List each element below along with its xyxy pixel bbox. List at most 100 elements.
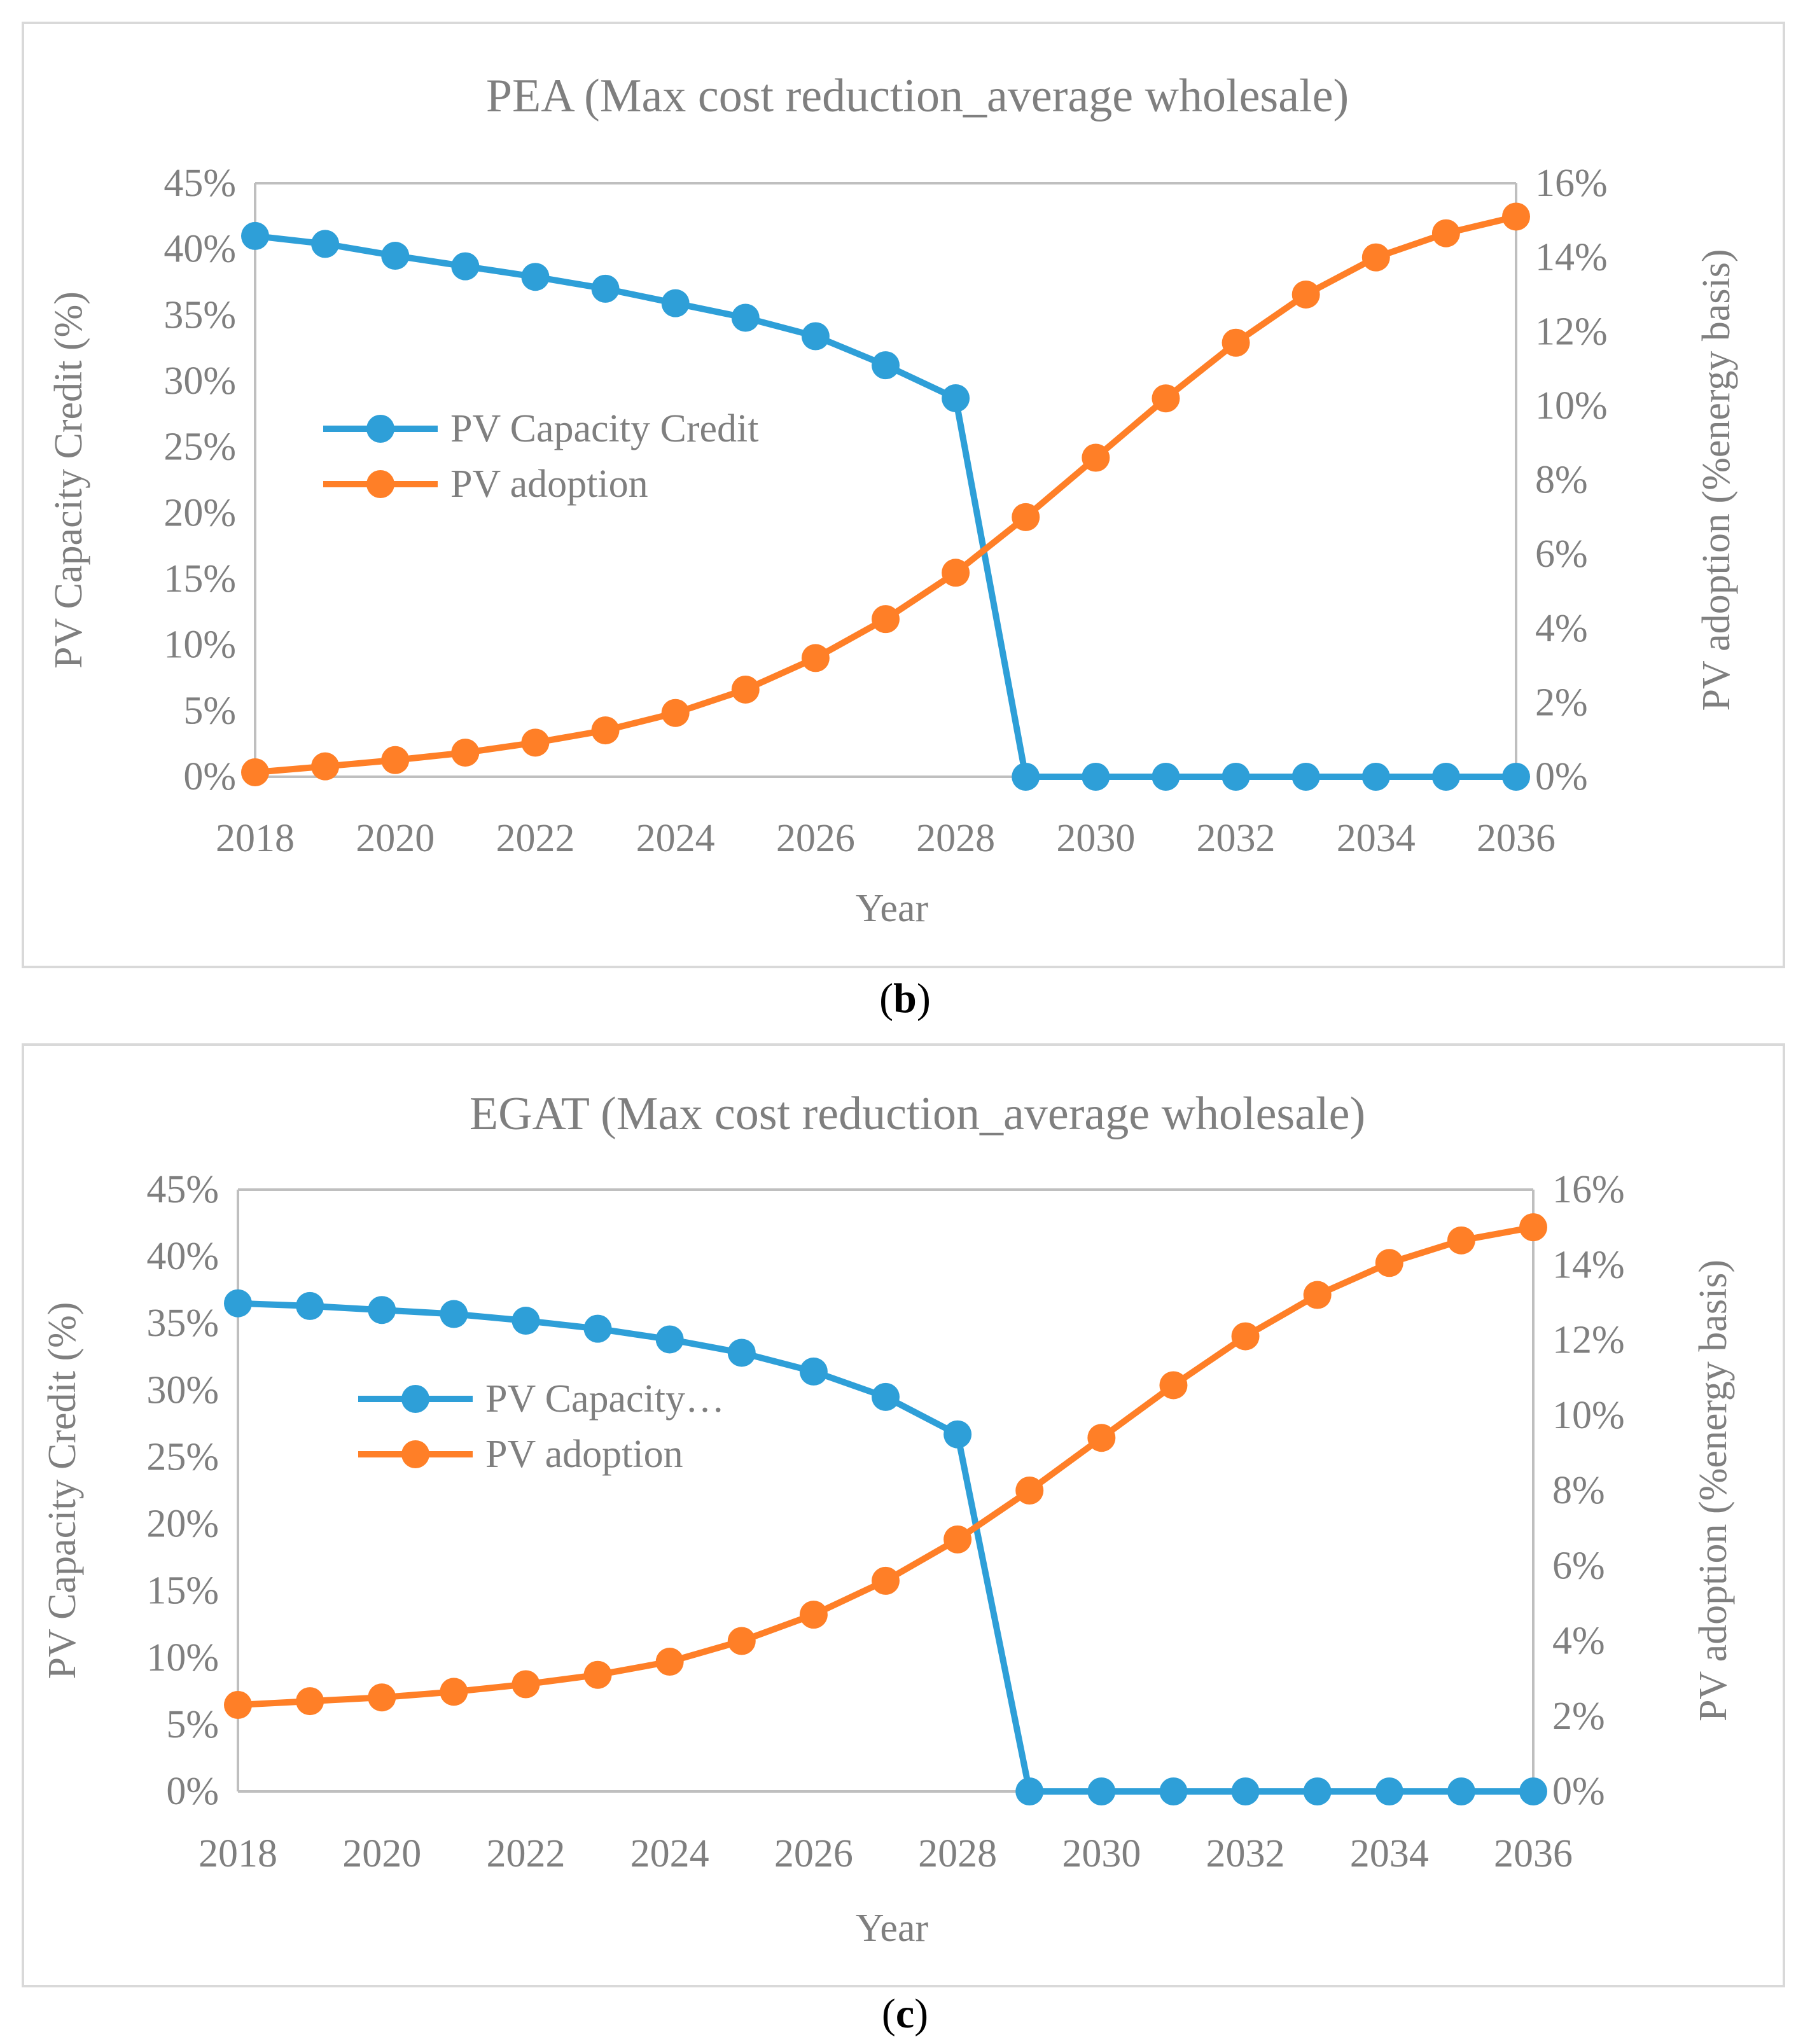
pv-adoption-point (1303, 1281, 1332, 1309)
y2-tick-label: 14% (1552, 1243, 1625, 1286)
y-tick-label: 5% (166, 1703, 219, 1746)
legend-pv-adoption-swatch-marker (401, 1440, 429, 1468)
y-tick-label: 20% (164, 491, 236, 534)
chart-title: PEA (Max cost reduction_average wholesal… (486, 70, 1349, 122)
pv-adoption-point (943, 1525, 972, 1554)
pv-adoption-point (655, 1648, 684, 1676)
pv-capacity-credit-point (1303, 1777, 1332, 1805)
y-tick-label: 0% (183, 755, 236, 798)
y-tick-label: 25% (146, 1435, 219, 1478)
x-tick-label: 2036 (1494, 1832, 1573, 1875)
x-tick-label: 2030 (1062, 1832, 1141, 1875)
pv-adoption-point (381, 746, 410, 774)
chart-c-svg: EGAT (Max cost reduction_average wholesa… (41, 1088, 1735, 1950)
pv-capacity-credit-point (1291, 763, 1320, 791)
pv-adoption-point (1087, 1424, 1116, 1452)
y2-tick-label: 16% (1535, 162, 1608, 205)
pv-capacity-credit-point (1231, 1777, 1260, 1805)
caption-c: (c) (881, 1991, 929, 2037)
pv-adoption-point (1082, 443, 1110, 472)
pv-capacity-credit-point (241, 221, 269, 250)
y2-tick-label: 16% (1552, 1168, 1625, 1211)
y2-axis-title: PV adoption (%energy basis) (1695, 249, 1738, 711)
pv-capacity-credit-point (655, 1325, 684, 1354)
pv-capacity-credit-point (311, 230, 340, 258)
pv-capacity-credit-point (521, 263, 550, 291)
y2-tick-label: 12% (1535, 310, 1608, 353)
x-tick-label: 2026 (774, 1832, 853, 1875)
x-tick-label: 2024 (636, 817, 715, 860)
y2-tick-label: 2% (1535, 681, 1588, 724)
pv-adoption-point (731, 675, 760, 704)
pv-adoption-point (440, 1678, 468, 1706)
pv-adoption-point (224, 1691, 252, 1720)
pv-adoption-point (1222, 328, 1250, 357)
y2-tick-label: 8% (1535, 459, 1588, 502)
x-tick-label: 2028 (918, 1832, 997, 1875)
legend-pv-capacity-credit-label: PV Capacity… (485, 1377, 725, 1421)
pv-capacity-credit-point (799, 1357, 828, 1386)
pv-capacity-credit-point (1447, 1777, 1475, 1805)
pv-adoption-point (801, 644, 830, 672)
x-tick-label: 2036 (1477, 817, 1556, 860)
pv-adoption-point (368, 1683, 396, 1712)
pv-capacity-credit-point (1015, 1777, 1044, 1805)
pv-capacity-credit-point (1087, 1777, 1116, 1805)
y-tick-label: 5% (183, 689, 236, 732)
pv-adoption-point (521, 728, 550, 757)
x-tick-label: 2034 (1350, 1832, 1429, 1875)
chart-panel-b: PEA (Max cost reduction_average wholesal… (22, 22, 1785, 968)
x-tick-label: 2028 (916, 817, 995, 860)
caption-b: (b) (879, 975, 931, 1022)
pv-capacity-credit-line (254, 232, 1516, 780)
pv-adoption-point (296, 1687, 324, 1716)
y2-tick-label: 14% (1535, 236, 1608, 279)
y2-tick-label: 6% (1535, 532, 1588, 576)
chart-b-svg: PEA (Max cost reduction_average wholesal… (47, 70, 1738, 930)
y2-tick-label: 10% (1535, 384, 1608, 428)
pv-adoption-point (1361, 243, 1390, 272)
pv-adoption-point (1375, 1249, 1403, 1277)
y-tick-label: 25% (164, 426, 236, 469)
pv-adoption-point (1447, 1226, 1475, 1255)
pv-capacity-credit-point (1152, 763, 1180, 791)
pv-capacity-credit-point (512, 1307, 540, 1335)
pv-capacity-credit-point (440, 1300, 468, 1328)
x-tick-label: 2032 (1197, 817, 1276, 860)
x-axis-title: Year (856, 1907, 929, 1950)
x-tick-label: 2018 (216, 817, 295, 860)
y2-tick-label: 4% (1535, 607, 1588, 650)
legend-pv-capacity-credit-swatch-marker (366, 415, 394, 443)
y-tick-label: 35% (164, 293, 236, 337)
pv-adoption-line (237, 1224, 1534, 1709)
pv-adoption-point (942, 559, 970, 587)
pv-adoption-point (799, 1601, 828, 1629)
y-tick-label: 20% (146, 1503, 219, 1546)
pv-adoption-point (1291, 280, 1320, 309)
y2-tick-label: 0% (1535, 755, 1588, 798)
legend-pv-adoption-label: PV adoption (450, 462, 648, 506)
y2-axis-title: PV adoption (%energy basis) (1692, 1260, 1735, 1721)
x-tick-label: 2030 (1056, 817, 1135, 860)
y2-tick-label: 12% (1552, 1319, 1625, 1362)
y2-tick-label: 0% (1552, 1770, 1605, 1813)
legend-pv-adoption-label: PV adoption (485, 1433, 683, 1476)
x-tick-label: 2026 (776, 817, 855, 860)
y-tick-label: 35% (146, 1302, 219, 1345)
pv-adoption-point (1015, 1477, 1044, 1505)
pv-adoption-point (311, 752, 340, 781)
pv-adoption-point (727, 1627, 756, 1655)
pv-capacity-credit-point (872, 351, 900, 380)
pv-capacity-credit-point (727, 1338, 756, 1367)
pv-adoption-point (1431, 219, 1460, 247)
y2-tick-label: 2% (1552, 1695, 1605, 1738)
x-tick-label: 2020 (356, 817, 435, 860)
y2-tick-label: 6% (1552, 1544, 1605, 1587)
legend-pv-adoption-swatch-marker (366, 470, 394, 498)
pv-adoption-point (661, 699, 690, 727)
x-tick-label: 2022 (496, 817, 574, 860)
pv-capacity-credit-point (1361, 763, 1390, 791)
legend-pv-capacity-credit-label: PV Capacity Credit (450, 407, 758, 450)
x-tick-label: 2032 (1206, 1832, 1285, 1875)
pv-adoption-point (241, 758, 269, 787)
